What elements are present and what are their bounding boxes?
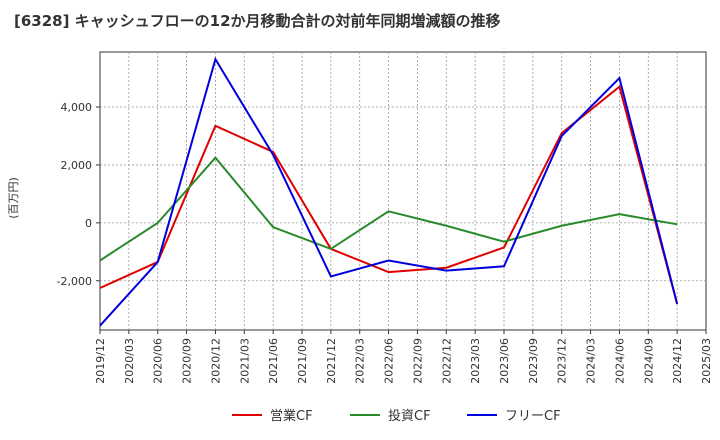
y-tick-label: 0 — [85, 217, 92, 230]
series-line — [99, 56, 679, 327]
x-tick-label: 2022/06 — [383, 338, 396, 384]
x-tick-label: 2023/06 — [498, 338, 511, 384]
x-tick-label: 2023/12 — [556, 338, 569, 384]
x-tick-label: 2025/03 — [700, 338, 713, 384]
y-axis: -2,000 0 2,000 4,000 — [57, 101, 100, 288]
y-tick-label: -2,000 — [57, 275, 92, 288]
series-layer — [99, 56, 679, 327]
x-tick-label: 2024/09 — [642, 338, 655, 384]
x-tick-label: 2021/12 — [325, 338, 338, 384]
legend-label: 営業CF — [270, 408, 313, 424]
x-tick-label: 2022/09 — [411, 338, 424, 384]
x-tick-label: 2024/03 — [585, 338, 598, 384]
x-axis: 2019/12 2020/03 2020/06 2020/09 2020/12 2021/… — [94, 330, 713, 384]
x-tick-label: 2020/03 — [123, 338, 136, 384]
x-tick-label: 2023/03 — [469, 338, 482, 384]
legend-label: フリーCF — [505, 409, 561, 424]
x-tick-label: 2019/12 — [94, 338, 107, 384]
x-tick-label: 2022/03 — [354, 338, 367, 384]
y-tick-label: 2,000 — [61, 159, 93, 172]
x-tick-label: 2021/06 — [267, 338, 280, 384]
legend-label: 投資CF — [388, 408, 431, 424]
x-tick-label: 2021/09 — [296, 338, 309, 384]
x-tick-label: 2020/12 — [209, 338, 222, 384]
legend: 営業CF 投資CF フリーCF — [232, 408, 561, 424]
series-line — [99, 156, 678, 262]
x-tick-label: 2020/06 — [152, 338, 165, 384]
y-axis-label: (百万円) — [7, 177, 20, 219]
x-tick-label: 2020/09 — [181, 338, 194, 384]
x-tick-label: 2022/12 — [440, 338, 453, 384]
x-tick-label: 2024/06 — [613, 338, 626, 384]
x-tick-label: 2023/09 — [527, 338, 540, 384]
x-tick-label: 2024/12 — [671, 338, 684, 384]
plot-area — [99, 51, 707, 331]
y-tick-label: 4,000 — [61, 101, 93, 114]
chart-title: [6328] キャッシュフローの12か月移動合計の対前年同期増減額の推移 — [14, 12, 501, 30]
x-tick-label: 2021/03 — [238, 338, 251, 384]
